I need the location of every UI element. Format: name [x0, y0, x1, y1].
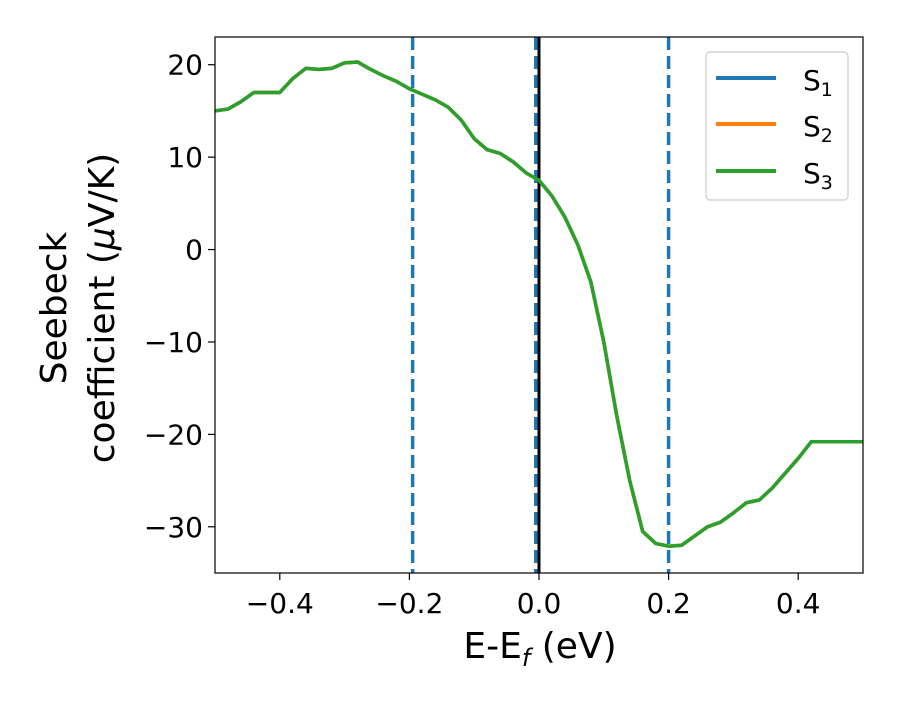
legend: S1 S2 S3: [705, 51, 849, 201]
y-tick-label: −10: [144, 326, 203, 359]
svg-text:S1: S1: [803, 64, 833, 101]
x-tick-label: −0.4: [246, 587, 314, 620]
legend-item-s3: S3: [716, 157, 833, 194]
svg-text:S2: S2: [803, 110, 833, 147]
x-axis-label: E-Ef (eV): [463, 626, 616, 672]
tick-layer: −0.4 −0.2 0.0 0.2 0.4 20 10 0 −10 −20 −30: [144, 49, 821, 620]
plot-layer: [215, 37, 863, 573]
x-tick-label: 0.0: [517, 587, 562, 620]
y-tick-label: 0: [185, 234, 203, 267]
y-axis-label: Seebeck coefficient (μV/K): [34, 153, 123, 463]
series-line-s3: [215, 60, 863, 548]
y-tick-label: 10: [167, 141, 203, 174]
legend-box: [705, 51, 849, 201]
svg-text:S3: S3: [803, 157, 833, 194]
legend-item-s2: S2: [716, 110, 833, 147]
svg-text:coefficient (μV/K): coefficient (μV/K): [82, 153, 123, 463]
y-tick-label: 20: [167, 49, 203, 82]
y-tick-label: −20: [144, 418, 203, 451]
svg-text:Seebeck: Seebeck: [34, 231, 75, 384]
x-tick-label: 0.4: [776, 587, 821, 620]
y-tick-label: −30: [144, 511, 203, 544]
svg-text:E-Ef (eV): E-Ef (eV): [463, 626, 616, 672]
x-tick-label: 0.2: [646, 587, 691, 620]
x-tick-label: −0.2: [375, 587, 443, 620]
legend-item-s1: S1: [716, 64, 833, 101]
